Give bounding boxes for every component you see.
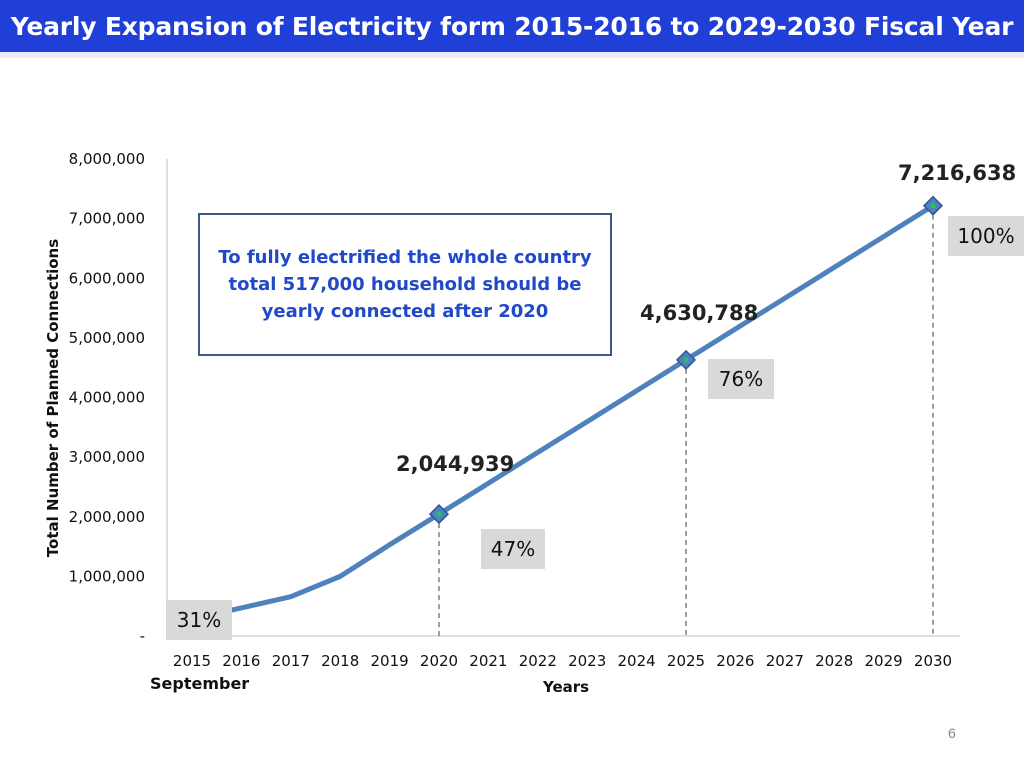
x-tick-label: 2023 — [568, 652, 606, 670]
slide-title: Yearly Expansion of Electricity form 201… — [10, 11, 1014, 41]
series-line — [189, 203, 936, 622]
x-tick-label: 2016 — [222, 652, 260, 670]
value-label-2020: 2,044,939 — [396, 452, 515, 476]
y-tick-label: 7,000,000 — [69, 210, 145, 228]
value-label-2025: 4,630,788 — [640, 301, 759, 325]
x-tick-label: 2027 — [766, 652, 804, 670]
x-tick-label: 2029 — [865, 652, 903, 670]
y-axis-title: Total Number of Planned Connections — [44, 238, 62, 558]
x-tick-label: 2024 — [618, 652, 656, 670]
september-label: September — [150, 674, 250, 693]
x-tick-label: 2025 — [667, 652, 705, 670]
page-number: 6 — [948, 725, 956, 741]
y-tick-label: 2,000,000 — [69, 508, 145, 526]
data-point-dot-2025 — [683, 357, 689, 363]
y-tick-label: 5,000,000 — [69, 329, 145, 347]
x-tick-label: 2015 — [173, 652, 211, 670]
callout-text: To fully electrified the whole country t… — [218, 247, 592, 322]
y-tick-label: 4,000,000 — [69, 389, 145, 407]
data-point-dot-2020 — [436, 511, 442, 517]
percent-badge-2025: 76% — [708, 359, 774, 399]
callout-box: To fully electrified the whole country t… — [198, 213, 612, 356]
x-tick-label: 2026 — [716, 652, 754, 670]
x-tick-label: 2019 — [371, 652, 409, 670]
x-tick-label: 2022 — [519, 652, 557, 670]
y-tick-label: 1,000,000 — [69, 567, 145, 585]
y-tick-label: 3,000,000 — [69, 448, 145, 466]
x-tick-label: 2021 — [469, 652, 507, 670]
value-label-2030: 7,216,638 — [898, 161, 1017, 185]
x-tick-label: 2020 — [420, 652, 458, 670]
x-tick-label: 2017 — [272, 652, 310, 670]
y-tick-label: 6,000,000 — [69, 269, 145, 287]
x-tick-label: 2028 — [815, 652, 853, 670]
title-strip — [0, 52, 1024, 58]
percent-badge-2015: 31% — [166, 600, 232, 640]
x-tick-label: 2030 — [914, 652, 952, 670]
percent-badge-2020: 47% — [481, 529, 545, 569]
y-tick-label: 8,000,000 — [69, 150, 145, 168]
title-bar: Yearly Expansion of Electricity form 201… — [0, 0, 1024, 52]
x-tick-label: 2018 — [321, 652, 359, 670]
percent-badge-2030: 100% — [948, 216, 1024, 256]
y-tick-label: - — [140, 627, 145, 645]
data-point-dot-2030 — [930, 203, 936, 209]
x-axis-title: Years — [543, 678, 590, 696]
